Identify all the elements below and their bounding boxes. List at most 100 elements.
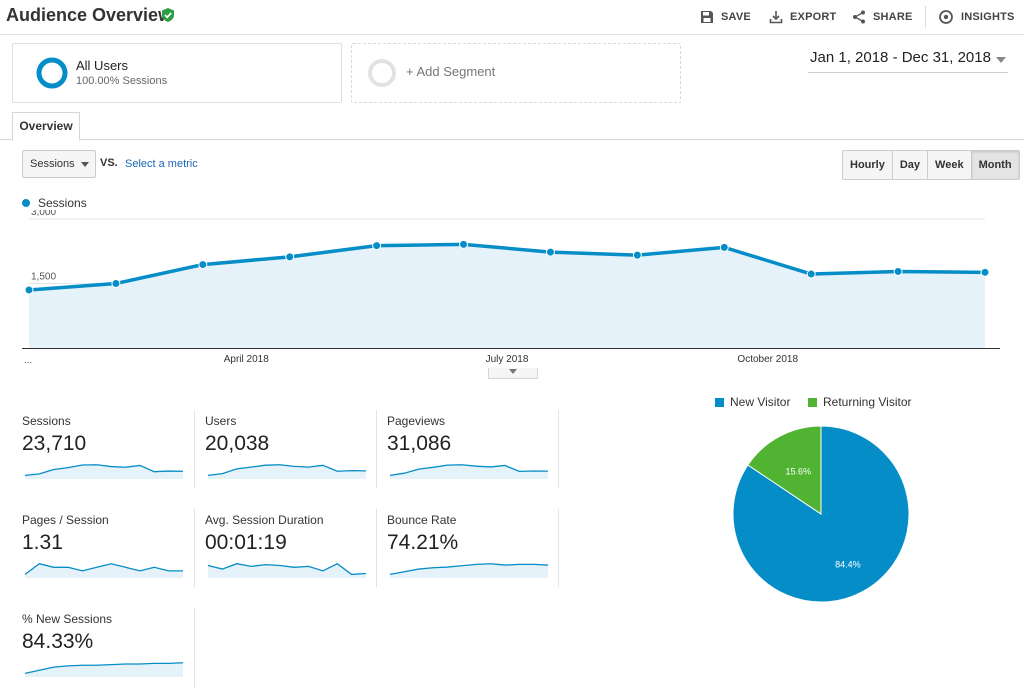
empty-segment-ring-icon <box>368 59 396 87</box>
pie-legend-new[interactable]: New Visitor <box>715 395 790 409</box>
data-point[interactable] <box>545 247 555 257</box>
share-label: SHARE <box>873 11 913 23</box>
select-metric-link[interactable]: Select a metric <box>125 158 198 170</box>
metric-value: 23,710 <box>22 432 87 455</box>
chevron-down-icon <box>81 162 89 167</box>
metric-sparkline <box>389 563 549 578</box>
x-start-label: ... <box>24 355 32 366</box>
export-button[interactable]: EXPORT <box>769 8 836 26</box>
y-tick-label: 1,500 <box>31 272 56 283</box>
save-label: SAVE <box>721 11 751 23</box>
sparkline-line <box>207 562 367 576</box>
y-tick-label: 3,000 <box>31 210 56 218</box>
share-button[interactable]: SHARE <box>852 8 913 26</box>
pie-slice-returning-visitor[interactable] <box>747 425 822 515</box>
insights-button[interactable]: INSIGHTS <box>938 8 1015 26</box>
metric-tile-pages-session[interactable]: Pages / Session 1.31 <box>22 507 194 597</box>
sessions-line <box>28 242 986 292</box>
data-point[interactable] <box>806 269 816 279</box>
data-point[interactable] <box>24 285 34 295</box>
add-segment-label: + Add Segment <box>406 64 496 79</box>
metric-label: Pages / Session <box>22 513 109 527</box>
chevron-down-icon <box>996 57 1006 63</box>
segment-all-users[interactable]: All Users 100.00% Sessions <box>12 43 342 103</box>
tile-divider <box>558 410 559 488</box>
period-month-button[interactable]: Month <box>971 151 1019 179</box>
metric-tile-users[interactable]: Users 20,038 <box>205 408 377 498</box>
top-bar: Audience Overview SAVE EXPORT SHARE <box>0 0 1024 35</box>
data-point[interactable] <box>372 241 382 251</box>
legend-dot <box>22 199 30 207</box>
period-toggle-group: Hourly Day Week Month <box>842 150 1020 180</box>
metric-label: Avg. Session Duration <box>205 513 324 527</box>
floppy-disk-icon <box>701 11 713 23</box>
insights-label: INSIGHTS <box>961 11 1015 23</box>
save-button[interactable]: SAVE <box>700 8 751 26</box>
metric-tile-new-sessions[interactable]: % New Sessions 84.33% <box>22 606 194 696</box>
tab-divider <box>0 139 1024 140</box>
chart-legend: Sessions <box>22 196 87 210</box>
metric-label: Sessions <box>22 414 71 428</box>
x-tick-label: October 2018 <box>737 354 798 365</box>
sparkline-line <box>389 464 549 477</box>
period-week-button[interactable]: Week <box>928 151 972 179</box>
page-title: Audience Overview <box>6 5 173 25</box>
vs-label: VS. <box>100 157 118 169</box>
legend-swatch <box>808 397 817 407</box>
sparkline-line <box>207 464 367 477</box>
metric-select-value: Sessions <box>30 158 75 170</box>
data-point[interactable] <box>719 242 729 252</box>
segment-name: All Users <box>76 58 129 73</box>
data-point[interactable] <box>893 266 903 276</box>
metric-value: 74.21% <box>387 531 459 554</box>
metric-sparkline <box>207 562 367 578</box>
tile-divider <box>194 608 195 688</box>
date-range-picker[interactable]: Jan 1, 2018 - Dec 31, 2018 <box>808 46 1008 73</box>
pie-slice-label: 84.4% <box>835 559 861 569</box>
metric-value: 00:01:19 <box>205 531 287 554</box>
period-hourly-button[interactable]: Hourly <box>843 151 893 179</box>
data-point[interactable] <box>285 252 295 262</box>
sparkline-line <box>389 563 549 576</box>
period-day-button[interactable]: Day <box>892 151 929 179</box>
metric-tile-pageviews[interactable]: Pageviews 31,086 <box>387 408 559 498</box>
segment-ring-icon <box>36 57 68 89</box>
legend-swatch <box>715 397 724 407</box>
metric-label: Bounce Rate <box>387 513 457 527</box>
chevron-down-icon <box>509 369 517 374</box>
tile-divider <box>376 509 377 587</box>
insights-icon <box>939 10 953 24</box>
tab-overview[interactable]: Overview <box>12 112 80 141</box>
date-range-text: Jan 1, 2018 - Dec 31, 2018 <box>810 49 991 66</box>
data-point[interactable] <box>198 260 208 270</box>
sparkline-line <box>24 662 184 675</box>
share-icon <box>853 10 865 24</box>
tile-divider <box>558 509 559 587</box>
metric-label: Users <box>205 414 237 428</box>
metric-tile-sessions[interactable]: Sessions 23,710 <box>22 408 194 498</box>
pie-legend-returning[interactable]: Returning Visitor <box>808 395 912 409</box>
sparkline-line <box>24 563 183 575</box>
export-label: EXPORT <box>790 11 837 23</box>
metric-select[interactable]: Sessions <box>22 150 96 178</box>
data-point[interactable] <box>459 239 469 249</box>
metric-value: 20,038 <box>205 432 270 455</box>
metric-label: % New Sessions <box>22 612 113 626</box>
metric-value: 84.33% <box>22 630 94 653</box>
add-segment-button[interactable]: + Add Segment <box>351 43 681 103</box>
data-point[interactable] <box>632 250 642 260</box>
legend-label: Sessions <box>38 196 87 210</box>
metric-sparkline <box>24 563 183 578</box>
sparkline-area <box>208 563 366 578</box>
metric-value: 1.31 <box>22 531 63 554</box>
verified-shield-icon <box>162 8 174 22</box>
pie-legend-new-label: New Visitor <box>730 395 791 409</box>
metric-tile-bounce-rate[interactable]: Bounce Rate 74.21% <box>387 507 559 597</box>
data-point[interactable] <box>111 279 121 288</box>
tile-divider <box>376 410 377 488</box>
pie-legend-returning-label: Returning Visitor <box>823 395 912 409</box>
data-point[interactable] <box>980 267 990 277</box>
pie-slice-label: 15.6% <box>785 466 811 476</box>
collapse-chart-toggle[interactable] <box>488 368 538 379</box>
metric-tile-avg-session-duration[interactable]: Avg. Session Duration 00:01:19 <box>205 507 377 597</box>
